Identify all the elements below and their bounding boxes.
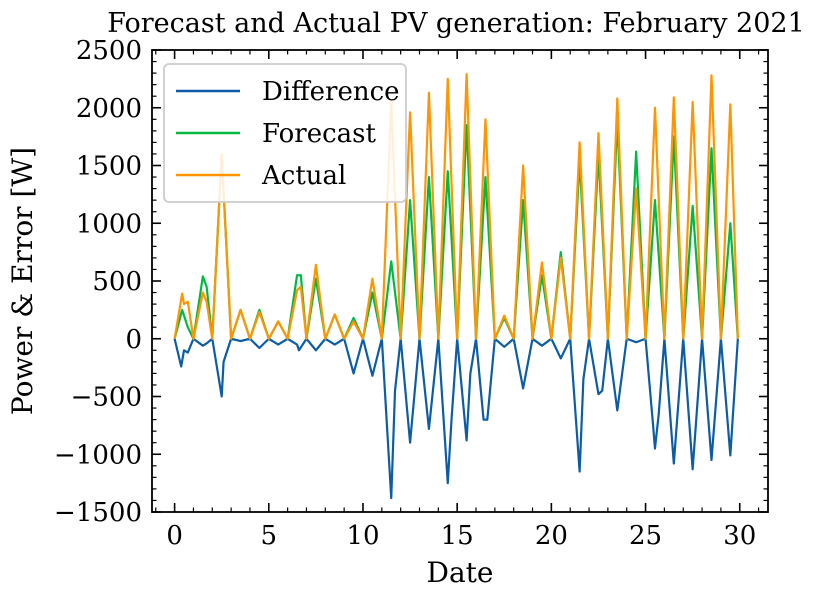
x-tick-label: 15	[441, 521, 474, 551]
x-tick-label: 30	[723, 521, 756, 551]
legend-frame	[163, 63, 407, 203]
legend: Difference Forecast Actual	[163, 63, 407, 203]
y-tick-label: 1500	[76, 152, 142, 182]
y-tick-label: 1000	[76, 209, 142, 239]
legend-label-difference: Difference	[262, 77, 400, 107]
x-tick-label: 20	[535, 521, 568, 551]
x-tick-label: 10	[346, 521, 379, 551]
y-tick-label: 2000	[76, 94, 142, 124]
series-line-difference	[173, 337, 739, 500]
x-tick-label: 0	[166, 521, 183, 551]
series-line-actual	[173, 73, 739, 340]
ticks-layer: 0 5 10 15 20 25 30 −1500 −1000 −500 0 500 1000 1500 20…	[54, 36, 768, 551]
x-tick-label: 25	[629, 521, 662, 551]
legend-label-forecast: Forecast	[262, 119, 376, 149]
y-tick-label: −1000	[54, 440, 142, 470]
chart-title: Forecast and Actual PV generation: Febru…	[107, 8, 805, 39]
series-layer	[173, 73, 739, 500]
y-tick-label: 0	[125, 325, 142, 355]
y-axis-label: Power & Error [W]	[6, 147, 39, 415]
plot-frame	[151, 49, 769, 513]
legend-label-actual: Actual	[261, 161, 346, 191]
y-tick-label: −500	[71, 383, 142, 413]
y-tick-label: 500	[92, 267, 142, 297]
y-tick-label: 2500	[76, 36, 142, 66]
x-tick-label: 5	[261, 521, 278, 551]
x-axis-label: Date	[427, 556, 494, 589]
y-tick-label: −1500	[54, 498, 142, 528]
